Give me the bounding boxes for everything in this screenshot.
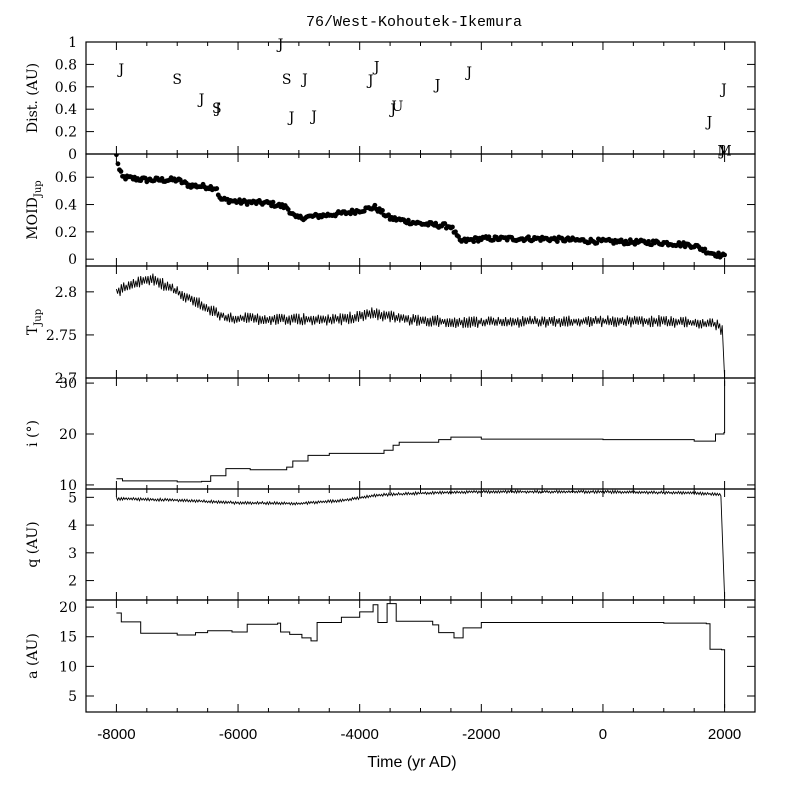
encounter-marker-J: J (718, 144, 726, 160)
encounter-marker-J: J (116, 62, 124, 78)
y-tick-label: 2.7 (55, 371, 77, 387)
moid-point (214, 186, 220, 191)
y-axis-label-q: q (AU) (25, 521, 41, 567)
data-group-a (116, 603, 726, 708)
series-line-q (115, 489, 726, 598)
y-axis-label-subscript: Jup (33, 309, 44, 327)
y-tick-label: 15 (59, 630, 77, 646)
y-tick-label: 0.4 (55, 102, 77, 118)
encounter-marker-J: J (705, 115, 713, 131)
encounter-marker-S: S (282, 72, 292, 88)
y-tick-label: 3 (68, 546, 77, 562)
moid-point (702, 246, 708, 252)
encounter-marker-J: J (197, 92, 205, 108)
x-tick-label: -6000 (219, 726, 257, 743)
encounter-marker-J: J (433, 78, 441, 94)
encounter-marker-U: U (391, 99, 403, 115)
encounter-marker-J: J (388, 102, 396, 118)
moid-point (442, 221, 448, 226)
y-tick-label: 0.2 (55, 225, 77, 241)
y-tick-label: 20 (59, 427, 77, 443)
moid-point (554, 239, 560, 244)
moid-point (471, 239, 477, 245)
encounter-marker-S: S (172, 72, 182, 88)
data-group-tjup (115, 273, 726, 378)
encounter-marker-S: S (212, 101, 222, 117)
x-tick-label: -8000 (97, 726, 135, 743)
encounter-marker-J: J (300, 72, 308, 88)
x-tick-label: 0 (599, 726, 607, 743)
data-group-incl (116, 380, 726, 483)
series-line-a (116, 603, 726, 708)
y-tick-label: 2 (68, 574, 77, 590)
chart-title: 76/West-Kohoutek-Ikemura (306, 14, 522, 31)
y-tick-label: 20 (59, 600, 77, 616)
y-tick-label: 30 (59, 376, 77, 392)
x-tick-label: -2000 (462, 726, 500, 743)
encounter-marker-J: J (719, 82, 727, 98)
encounter-marker-J: J (366, 73, 374, 89)
moid-point (380, 208, 385, 213)
y-tick-label: 5 (68, 490, 77, 506)
encounter-marker-J: J (287, 110, 295, 126)
y-tick-label: 1 (68, 35, 77, 51)
y-tick-label: 4 (68, 518, 77, 534)
panel-a: 5 10 15 20 a (AU) (25, 599, 756, 713)
x-tick-label: -4000 (340, 726, 378, 743)
y-tick-label: 0.2 (55, 125, 77, 141)
data-group-q (115, 489, 726, 598)
moid-point (453, 229, 458, 235)
encounter-marker-J: J (309, 109, 317, 125)
moid-point (115, 161, 121, 167)
y-tick-label: 0.6 (55, 170, 77, 186)
y-axis-label-dist: Dist. (AU) (25, 63, 41, 133)
encounter-marker-J: J (276, 37, 284, 53)
moid-point (722, 252, 727, 258)
moid-point (372, 202, 378, 208)
encounter-marker-J: J (464, 65, 472, 81)
encounter-marker-J: J (213, 101, 221, 117)
series-line-incl (116, 380, 726, 483)
moid-point (405, 217, 411, 223)
panel-incl: 10 20 30 i (°) (25, 376, 756, 494)
y-tick-label: 2.75 (46, 328, 77, 344)
y-tick-label: 5 (68, 689, 77, 705)
y-axis-label-a: a (AU) (25, 633, 41, 679)
moid-point (285, 207, 291, 212)
y-tick-label: 10 (59, 659, 77, 675)
y-tick-label: 0.8 (55, 57, 77, 73)
y-axis-label-subscript: Jup (33, 180, 44, 198)
encounter-marker-J: J (372, 60, 380, 76)
moid-point (270, 199, 276, 205)
y-tick-label: 2.8 (55, 285, 77, 301)
y-tick-label: 0.6 (55, 80, 77, 96)
y-tick-label: 0 (68, 252, 77, 268)
moid-point (118, 169, 124, 174)
y-tick-label: 0 (68, 147, 77, 163)
series-line-tjup (115, 273, 726, 378)
encounter-marker-M: M (717, 144, 731, 160)
y-tick-label: 10 (59, 478, 77, 494)
y-axis-label-incl: i (°) (25, 420, 41, 447)
y-tick-label: 0.4 (55, 198, 77, 214)
moid-point (114, 154, 119, 158)
moid-point (450, 224, 455, 230)
x-axis-label: Time (yr AD) (367, 754, 456, 771)
data-group-moid (114, 154, 727, 260)
x-tick-label: 2000 (708, 726, 741, 743)
moid-point (594, 240, 600, 246)
